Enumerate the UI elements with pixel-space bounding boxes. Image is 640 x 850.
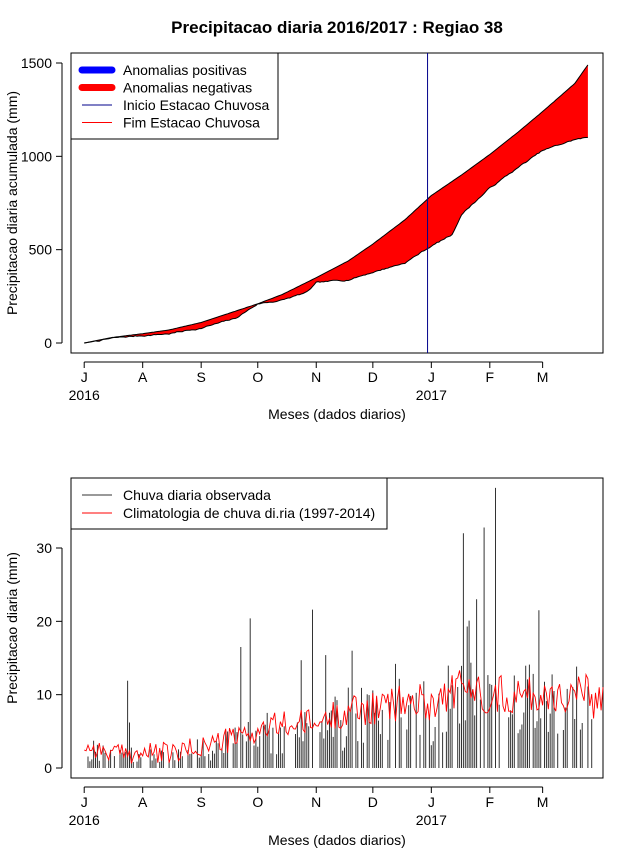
x-tick-label: O [252,794,263,810]
x-axis-label: Meses (dados diarios) [268,832,406,848]
year-label: 2016 [69,387,100,403]
y-tick-label: 10 [36,687,52,703]
x-tick-label: S [196,369,205,385]
year-label: 2017 [416,387,447,403]
legend-label: Inicio Estacao Chuvosa [123,97,270,113]
legend-label: Anomalias positivas [123,62,247,78]
x-tick-label: N [311,369,321,385]
accumulated-plot: 0 500 1000 1500 J A S O N D J F M 2016 2017 Precipitac… [4,52,604,422]
y-tick-label: 1000 [21,148,52,164]
y-axis-label: Precipitacao diaria (mm) [4,552,20,704]
legend: Chuva diaria observada Climatologia de ch… [70,477,388,530]
plot-frame [70,52,604,354]
legend-label: Chuva diaria observada [123,487,271,503]
climatology-daily-line [84,670,604,764]
x-tick-label: F [486,369,495,385]
y-tick-label: 0 [44,335,52,351]
x-tick-label: J [81,369,88,385]
x-tick-label: D [368,794,378,810]
x-tick-label: J [428,369,435,385]
y-tick-label: 500 [29,242,53,258]
x-tick-label: J [81,794,88,810]
y-axis-label: Precipitacao diaria acumulada (mm) [4,91,20,315]
legend-box [70,477,388,530]
observed-accumulated-line [84,136,588,344]
legend-label: Anomalias negativas [123,80,252,96]
x-tick-label: S [196,794,205,810]
x-tick-label: A [138,369,148,385]
legend-label: Fim Estacao Chuvosa [123,115,260,131]
climatology-accumulated-line [84,64,589,344]
x-tick-label: M [537,794,549,810]
legend-label: Climatologia de chuva di.ria (1997-2014) [123,505,375,521]
y-tick-label: 1500 [21,55,52,71]
x-axis-label: Meses (dados diarios) [268,406,406,422]
chart-title: Precipitacao diaria 2016/2017 : Regiao 3… [171,18,503,37]
x-tick-label: N [311,794,321,810]
daily-plot: 0 10 20 30 J A S O N D J F M 2016 2017 Precipitacao di… [4,477,604,848]
year-label: 2016 [69,812,100,828]
x-tick-label: M [537,369,549,385]
y-tick-label: 20 [36,613,52,629]
legend: Anomalias positivas Anomalias negativasIn… [70,52,279,140]
y-tick-label: 0 [44,760,52,776]
year-label: 2017 [416,812,447,828]
x-tick-label: D [368,369,378,385]
x-tick-label: O [252,369,263,385]
x-tick-label: A [138,794,148,810]
x-tick-label: J [428,794,435,810]
y-tick-label: 30 [36,540,52,556]
x-tick-label: F [486,794,495,810]
